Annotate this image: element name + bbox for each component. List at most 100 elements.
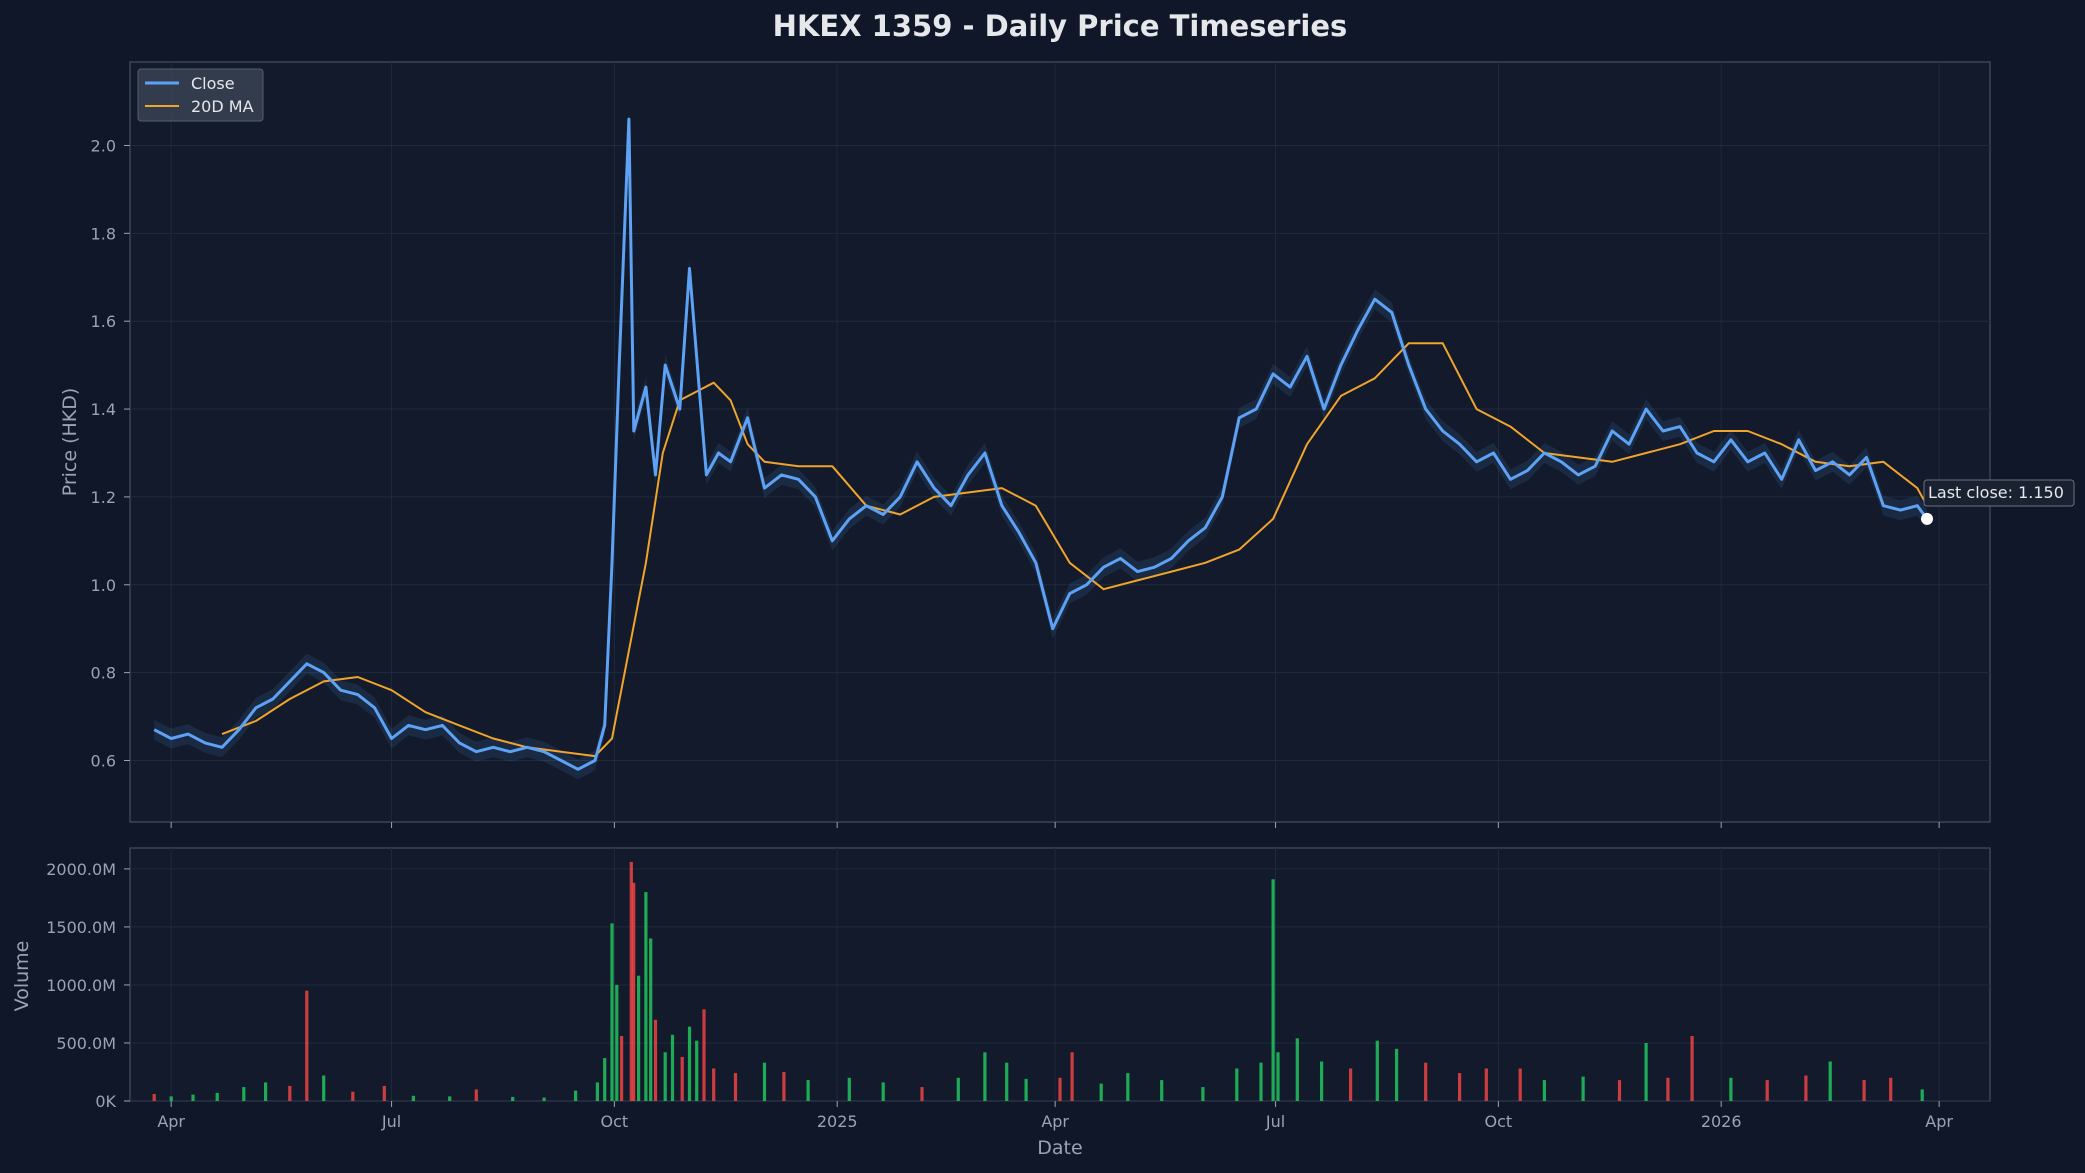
volume-bar [1644,1043,1648,1101]
price-y-tick-label: 1.6 [91,312,116,331]
close-line [153,117,1929,771]
volume-bar [1542,1080,1546,1101]
x-tick-label: Apr [157,1112,185,1131]
price-y-tick-label: 1.0 [91,576,116,595]
volume-bar [1024,1078,1028,1101]
volume-bar [152,1094,156,1101]
price-y-label: Price (HKD) [59,388,81,497]
volume-bar [1070,1052,1074,1101]
volume-y-tick-label: 2000.0M [46,860,116,879]
volume-bar [956,1077,960,1101]
volume-bar [663,1052,667,1101]
volume-bar [169,1096,173,1101]
volume-panel [129,847,1991,1102]
last-close-annotation: Last close: 1.150 [1923,479,2075,507]
volume-y-tick-label: 1500.0M [46,918,116,937]
volume-bar [511,1096,515,1101]
volume-bar [920,1087,924,1101]
x-tick-label: Jul [1265,1112,1285,1131]
price-y-tick-label: 1.8 [91,224,116,243]
volume-bar [595,1082,599,1101]
volume-bar [1395,1048,1399,1101]
volume-bar [1271,879,1275,1101]
price-gridlines [130,62,1990,822]
volume-bar [644,892,648,1101]
volume-bar [983,1052,987,1101]
volume-bar [695,1040,699,1101]
volume-bar [615,984,619,1101]
volume-bar [305,990,309,1101]
volume-bar [1005,1062,1009,1101]
volume-bar [1349,1068,1353,1101]
volume-bar [653,1019,658,1101]
volume-bar [574,1090,578,1101]
volume-bar [1765,1080,1769,1101]
volume-bar [782,1072,786,1101]
last-close-box [1923,479,2075,507]
volume-bar [1201,1087,1205,1101]
last-close-label: Last close: 1.150 [1928,483,2064,502]
price-y-tick-label: 2.0 [91,136,116,155]
volume-bar [1484,1068,1488,1101]
volume-bar [610,923,614,1101]
volume-bar [762,1062,767,1101]
volume-bar [1862,1080,1866,1101]
volume-bar [411,1095,415,1101]
x-tick-label: 2025 [817,1112,858,1131]
x-tick-label: Apr [1925,1112,1953,1131]
last-close-marker [1921,512,1934,525]
price-y-tick-label: 1.2 [91,488,116,507]
x-tick-label: Jul [381,1112,401,1131]
volume-bar [649,938,653,1101]
volume-bar [1235,1068,1239,1101]
legend: Close 20D MA [137,68,264,122]
volume-bar [1126,1073,1130,1101]
volume-bar [712,1068,716,1101]
volume-bar [1666,1077,1670,1101]
volume-bar [288,1085,292,1101]
volume-bar [474,1089,478,1101]
volume-bar [215,1092,219,1101]
volume-bar [1518,1068,1522,1101]
volume-bar [1458,1073,1462,1101]
volume-bar [670,1034,675,1101]
volume-bar [1804,1075,1808,1101]
chart-title: HKEX 1359 - Daily Price Timeseries [773,9,1348,43]
volume-bar [542,1097,546,1101]
volume-bar [322,1075,326,1101]
volume-bar [264,1082,268,1101]
volume-bar [1424,1062,1428,1101]
volume-bar [1160,1080,1164,1101]
volume-bar [1099,1083,1103,1101]
volume-bar [1320,1061,1324,1101]
volume-bar [620,1036,624,1101]
volume-bar [680,1056,684,1101]
x-tick-label: Oct [601,1112,629,1131]
volume-y-tick-label: 1000.0M [46,976,116,995]
volume-bar [1889,1077,1893,1101]
volume-bar [1058,1077,1062,1101]
volume-bar [1295,1038,1299,1101]
volume-bar [1581,1076,1585,1101]
x-tick-label: Apr [1041,1112,1069,1131]
price-y-tick-label: 0.6 [91,751,116,770]
price-y-tick-label: 1.4 [91,400,116,419]
volume-bar [1690,1036,1694,1101]
price-y-tick-label: 0.8 [91,664,116,683]
price-panel [129,61,1991,823]
x-axis-label: Date [1037,1137,1082,1159]
volume-bar [191,1094,195,1101]
x-tick-label: Oct [1485,1112,1513,1131]
volume-bar [1729,1077,1733,1101]
volume-bar [382,1085,386,1101]
volume-bar [448,1096,452,1101]
volume-bar [881,1082,885,1101]
volume-bar [1375,1040,1379,1101]
volume-bar [687,1026,692,1101]
volume-y-tick-label: 500.0M [56,1034,116,1053]
price-y-ticks: 0.6 0.8 1.0 1.2 1.4 1.6 1.8 2.0 [91,136,130,770]
volume-x-ticks: Apr Jul Oct 2025 Apr Jul Oct 2026 Apr [157,1101,1953,1131]
volume-bar [1259,1062,1263,1101]
volume-y-label: Volume [11,941,33,1012]
